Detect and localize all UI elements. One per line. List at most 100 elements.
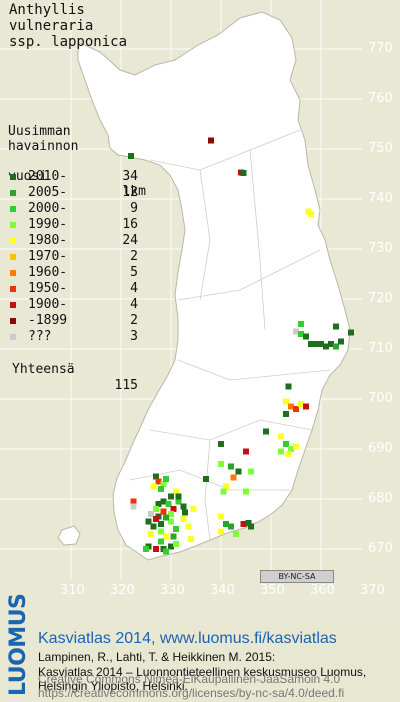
y-tick-label: 680: [368, 491, 393, 506]
occurrence-square: [150, 523, 157, 530]
occurrence-square: [235, 468, 242, 475]
occurrence-square: [283, 441, 289, 447]
occurrence-square: [148, 511, 154, 517]
occurrence-square: [163, 533, 169, 540]
legend-swatch: [10, 174, 16, 180]
occurrence-square: [328, 341, 334, 347]
occurrence-square: [248, 523, 254, 530]
legend-count: 24: [122, 233, 138, 248]
map-area: Anthyllis vulneraria ssp. lapponica Uusi…: [0, 0, 393, 598]
legend-row: 1990- 16: [8, 217, 138, 233]
occurrence-square: [285, 451, 292, 457]
citation-line-2: Kasviatlas 2014 – Luonnontieteellinen ke…: [38, 665, 367, 679]
occurrence-square: [248, 468, 254, 475]
occurrence-square: [288, 403, 294, 410]
legend-count: 34: [122, 169, 138, 184]
occurrence-square: [165, 501, 172, 507]
legend-count: 2: [130, 249, 138, 264]
x-tick-label: 320: [110, 583, 135, 598]
occurrence-square: [278, 448, 284, 455]
occurrence-square: [180, 503, 187, 510]
occurrence-square: [170, 506, 177, 512]
occurrence-square: [163, 476, 169, 482]
x-tick-label: 350: [260, 583, 285, 598]
y-tick-label: 720: [368, 291, 393, 306]
legend-row: 2005- 12: [8, 185, 138, 201]
occurrence-square: [293, 443, 299, 450]
x-tick-label: 340: [210, 583, 235, 598]
occurrence-square: [143, 546, 149, 552]
occurrence-square: [240, 521, 247, 527]
legend-period: 1900-: [28, 297, 68, 312]
legend-header-3: vuosi: [8, 169, 48, 184]
legend-period: 1950-: [28, 281, 68, 296]
y-tick-label: 700: [368, 391, 393, 406]
citation-line-1: Lampinen, R., Lahti, T. & Heikkinen M. 2…: [38, 650, 276, 664]
occurrence-square: [148, 531, 154, 537]
legend-period: 1970-: [28, 249, 68, 264]
legend-count: 12: [122, 185, 138, 200]
legend-period: -1899: [28, 313, 68, 328]
footer-title-link[interactable]: Kasviatlas 2014, www.luomus.fi/kasviatla…: [38, 630, 337, 647]
occurrence-square: [303, 403, 309, 410]
occurrence-square: [155, 501, 162, 507]
legend-row: 2000- 9: [8, 201, 138, 217]
occurrence-square: [223, 521, 229, 527]
occurrence-square: [168, 543, 174, 550]
y-tick-label: 710: [368, 341, 393, 356]
occurrence-square: [283, 411, 289, 417]
occurrence-square: [220, 488, 227, 495]
occurrence-square: [333, 323, 339, 330]
occurrence-square: [158, 538, 164, 545]
occurrence-square: [155, 478, 162, 485]
species-name-line-2: vulneraria: [9, 18, 94, 34]
y-tick-label: 690: [368, 441, 393, 456]
x-tick-label: 370: [360, 583, 385, 598]
occurrence-square: [175, 498, 182, 505]
y-tick-label: 670: [368, 541, 393, 556]
legend-row: 1900- 4: [8, 297, 138, 313]
occurrence-square: [298, 331, 304, 337]
occurrence-square: [158, 486, 164, 492]
legend-row: 1960- 5: [8, 265, 138, 281]
occurrence-square: [130, 498, 137, 505]
luomus-logo[interactable]: LUOMUS: [6, 594, 31, 696]
legend-row: 1950- 4: [8, 281, 138, 297]
occurrence-square: [203, 476, 209, 482]
license-url-link[interactable]: https://creativecommons.org/licenses/by-…: [38, 686, 345, 700]
occurrence-square: [188, 536, 194, 542]
legend-row: 2010- 34: [8, 169, 138, 185]
occurrence-square: [163, 548, 169, 555]
occurrence-square: [333, 343, 339, 350]
occurrence-square: [170, 533, 177, 540]
legend-period: 1960-: [28, 265, 68, 280]
x-tick-label: 330: [160, 583, 185, 598]
occurrence-square: [288, 446, 294, 452]
occurrence-square: [218, 528, 224, 535]
legend-row: 1970- 2: [8, 249, 138, 265]
occurrence-square: [150, 483, 157, 490]
occurrence-square: [160, 498, 167, 505]
occurrence-square: [243, 488, 249, 495]
legend-swatch: [10, 238, 16, 244]
license-line-1: Creative Commons Nimeä-EiKaupallinen-Jaa…: [38, 672, 341, 686]
occurrence-square: [153, 516, 159, 522]
occurrence-square: [168, 493, 174, 500]
legend-period: 1980-: [28, 233, 68, 248]
legend-swatch: [10, 190, 16, 196]
cc-license-badge[interactable]: BY-NC-SA: [260, 570, 334, 583]
cc-badge-text: BY-NC-SA: [278, 572, 316, 581]
occurrence-square: [153, 473, 159, 480]
occurrence-square: [160, 481, 167, 487]
legend-count: 2: [130, 313, 138, 328]
x-tick-label: 310: [60, 583, 85, 598]
occurrence-square: [173, 541, 179, 547]
occurrence-square: [308, 341, 314, 347]
legend-row: -1899 2: [8, 313, 138, 329]
y-tick-label: 750: [368, 141, 393, 156]
occurrence-square: [145, 518, 152, 525]
occurrence-square: [173, 488, 179, 495]
occurrence-square: [185, 523, 192, 530]
legend-count: 5: [130, 265, 138, 280]
legend-row: 1980- 24: [8, 233, 138, 249]
